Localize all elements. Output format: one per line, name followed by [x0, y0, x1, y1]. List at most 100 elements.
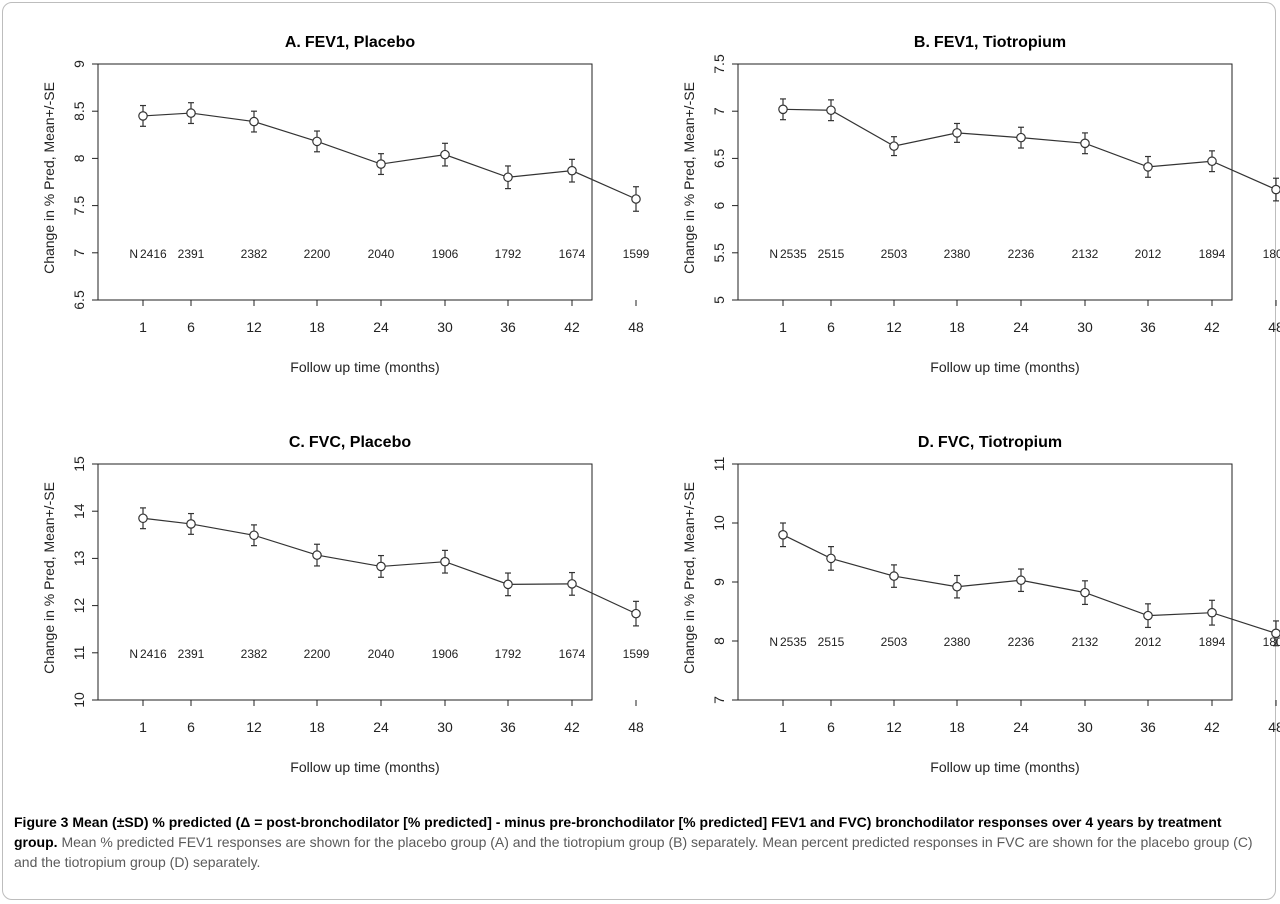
x-tick-label: 48	[1268, 319, 1280, 335]
n-at-risk-value: 2503	[881, 247, 908, 261]
x-tick-label: 42	[1204, 319, 1220, 335]
x-tick-label: 1	[779, 719, 787, 735]
x-tick-label: 48	[1268, 719, 1280, 735]
chart-title-text: FEV1, Tiotropium	[934, 34, 1066, 51]
data-point	[778, 530, 788, 540]
series-line	[782, 108, 1277, 191]
caption-title: Mean (±SD) % predicted (Δ = post-broncho…	[14, 814, 1222, 850]
n-at-risk-value: 2535	[780, 635, 807, 649]
y-axis-label: Change in % Pred, Mean+/-SE	[41, 82, 57, 274]
chart-title: C. FVC, Placebo	[289, 434, 411, 451]
y-tick-label: 7	[711, 696, 727, 704]
n-at-risk-value: 1906	[432, 247, 459, 261]
y-tick-label: 5.5	[711, 243, 727, 263]
data-point	[376, 159, 386, 169]
data-point	[503, 172, 513, 183]
n-at-risk-value: 1792	[495, 647, 522, 661]
y-tick-label: 11	[71, 645, 87, 660]
n-at-risk-prefix: N	[129, 247, 138, 261]
data-point	[1143, 610, 1153, 621]
n-at-risk-value: 2380	[944, 247, 971, 261]
x-tick-label: 24	[1013, 319, 1029, 335]
plot-frame	[737, 63, 1233, 301]
data-point	[1271, 628, 1280, 639]
data-point	[186, 519, 196, 529]
data-point	[503, 579, 513, 590]
y-tick-label: 7.5	[711, 54, 727, 74]
n-at-risk-value: 2391	[178, 647, 205, 661]
data-point	[889, 571, 899, 581]
y-tick-label: 10	[71, 692, 87, 708]
n-at-risk-prefix: N	[769, 635, 778, 649]
x-tick-label: 1	[779, 319, 787, 335]
chart-panel-d-fvc-tiotropium: D. FVC, Tiotropium 7 8 9 10 11 Change in % Pred…	[681, 434, 1280, 775]
data-point	[778, 104, 788, 115]
y-axis-label: Change in % Pred, Mean+/-SE	[41, 482, 57, 674]
y-tick-label: 7.5	[71, 196, 87, 216]
data-point	[138, 111, 148, 121]
data-point	[1143, 162, 1153, 172]
chart-title: D. FVC, Tiotropium	[918, 434, 1062, 451]
y-axis-label: Change in % Pred, Mean+/-SE	[681, 482, 697, 674]
data-point	[138, 513, 148, 524]
n-at-risk-value: 2040	[368, 247, 395, 261]
y-tick-label: 13	[71, 550, 87, 566]
data-point	[952, 581, 962, 592]
data-point	[952, 128, 962, 138]
x-tick-label: 6	[187, 319, 195, 335]
x-axis-label: Follow up time (months)	[290, 759, 439, 775]
x-tick-label: 36	[500, 719, 516, 735]
n-at-risk-value: 2236	[1008, 635, 1035, 649]
x-tick-label: 12	[886, 319, 902, 335]
y-tick-label: 7	[71, 249, 87, 257]
data-point	[1207, 607, 1217, 618]
x-tick-label: 6	[187, 719, 195, 735]
y-tick-label: 8	[711, 637, 727, 645]
plot-frame	[97, 63, 593, 301]
x-tick-label: 12	[246, 719, 262, 735]
n-at-risk-value: 1906	[432, 647, 459, 661]
n-at-risk-value: 1894	[1199, 635, 1226, 649]
data-point	[631, 608, 641, 619]
chart-title: B. FEV1, Tiotropium	[914, 34, 1066, 51]
n-at-risk-value: 2236	[1008, 247, 1035, 261]
data-point	[826, 553, 836, 564]
x-tick-label: 24	[373, 719, 389, 735]
x-tick-label: 18	[949, 719, 965, 735]
x-tick-label: 42	[564, 719, 580, 735]
y-tick-label: 6.5	[71, 290, 87, 310]
n-at-risk-value: 2382	[241, 247, 268, 261]
data-point	[440, 149, 450, 160]
y-tick-label: 12	[71, 598, 87, 614]
data-point	[376, 561, 386, 572]
chart-panel-a-fev1-placebo: A. FEV1, Placebo 6.5 7 7.5 8 8.5 9 Change in % P…	[41, 34, 650, 375]
n-at-risk-value: 2391	[178, 247, 205, 261]
n-at-risk-value: 2200	[304, 247, 331, 261]
n-at-risk-value: 2132	[1072, 247, 1099, 261]
caption-body: Mean % predicted FEV1 responses are show…	[14, 834, 1253, 870]
n-at-risk-value: 1674	[559, 247, 586, 261]
y-tick-label: 9	[71, 60, 87, 68]
chart-panel-b-fev1-tiotropium: B. FEV1, Tiotropium 5 5.5 6 6.5 7 7.5 Change in …	[681, 34, 1280, 375]
chart-title-text: FEV1, Placebo	[305, 34, 415, 51]
x-tick-label: 12	[886, 719, 902, 735]
n-at-risk-prefix: N	[769, 247, 778, 261]
chart-title-letter: B.	[914, 34, 930, 51]
x-tick-label: 30	[437, 719, 453, 735]
data-point	[567, 579, 577, 589]
chart-title-text: FVC, Tiotropium	[938, 434, 1062, 451]
n-at-risk-value: 2535	[780, 247, 807, 261]
n-at-risk-value: 2200	[304, 647, 331, 661]
n-at-risk-value: 1599	[623, 247, 650, 261]
x-tick-label: 36	[1140, 719, 1156, 735]
data-point	[312, 550, 322, 560]
n-at-risk-value: 1894	[1199, 247, 1226, 261]
chart-title-text: FVC, Placebo	[309, 434, 411, 451]
data-point	[440, 556, 450, 567]
data-point	[312, 136, 322, 147]
y-tick-label: 14	[71, 503, 87, 519]
data-point	[567, 165, 577, 176]
n-at-risk-value: 1792	[495, 247, 522, 261]
n-at-risk-value: 1674	[559, 647, 586, 661]
